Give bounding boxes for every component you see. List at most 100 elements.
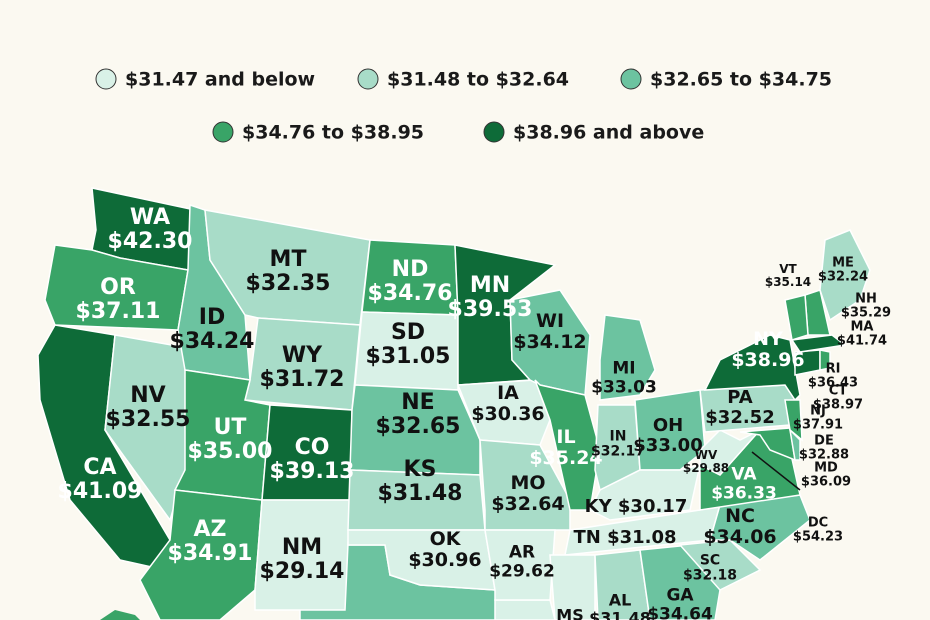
state-value: $35.14 <box>765 275 811 289</box>
state-abbr: UT <box>214 415 247 440</box>
state-value: $34.24 <box>170 329 255 354</box>
state-abbr: VA <box>731 465 757 485</box>
state-abbr: CA <box>83 455 116 480</box>
legend-label: $38.96 and above <box>513 122 704 144</box>
state-shape <box>678 539 762 591</box>
state-abbr: WV <box>695 448 718 462</box>
state-value: $32.18 <box>683 568 737 584</box>
state-value: $38.97 <box>813 398 863 413</box>
state-abbr: WI <box>536 310 564 332</box>
state-abbr: MI <box>612 359 635 379</box>
state-shape <box>479 439 571 531</box>
state-value: $31.05 <box>366 344 451 369</box>
state-abbr: ND <box>392 257 429 282</box>
state-abbr: AZ <box>194 517 227 542</box>
state-abbr: DE <box>814 433 834 448</box>
state-shape <box>784 399 803 442</box>
state-value: $32.52 <box>705 407 774 428</box>
state-abbr: NY <box>753 328 783 350</box>
state-shape <box>456 379 551 446</box>
legend-swatch <box>620 68 642 90</box>
state-shapes <box>37 187 871 620</box>
state-value: $30.17 <box>618 496 687 517</box>
state-value: $54.23 <box>793 530 843 545</box>
state-abbr: MN <box>470 273 510 298</box>
state-abbr: VT <box>779 262 797 276</box>
state-abbr: IN <box>610 428 627 444</box>
legend-swatch <box>483 121 505 143</box>
state-value: $31.72 <box>260 367 345 392</box>
state-label: TN $31.08 <box>573 527 676 548</box>
state-value: $31.48 <box>378 481 463 506</box>
state-value: $32.55 <box>106 407 191 432</box>
state-value: $42.30 <box>108 229 193 254</box>
state-value: $29.88 <box>683 461 729 475</box>
state-shape <box>788 427 801 461</box>
state-abbr: NH <box>855 291 877 306</box>
state-abbr: CT <box>829 383 848 398</box>
state-abbr: CO <box>295 435 330 460</box>
state-abbr: NM <box>282 535 322 560</box>
state-value: $35.29 <box>841 306 891 321</box>
state-abbr: AR <box>509 543 535 563</box>
state-shape <box>819 229 871 322</box>
state-shape <box>484 529 556 601</box>
state-abbr: NV <box>130 383 165 408</box>
labels: WA$42.30 OR$37.11 CA$41.09 NV$32.55 ID$34.24… <box>58 205 892 620</box>
state-value: $32.65 <box>376 414 461 439</box>
state-abbr: AL <box>609 591 632 610</box>
state-abbr: MA <box>851 319 874 334</box>
legend-label: $31.48 to $32.64 <box>387 69 569 91</box>
state-value: $36.43 <box>808 376 858 391</box>
state-shape <box>819 349 831 371</box>
state-shape <box>790 334 847 353</box>
state-value: $35.00 <box>188 439 273 464</box>
state-abbr: NE <box>401 390 434 415</box>
state-abbr: MO <box>510 472 545 494</box>
state-abbr: MT <box>270 247 307 272</box>
state-abbr: GA <box>666 586 694 606</box>
state-shape <box>634 389 706 471</box>
state-shape <box>588 463 701 521</box>
state-value: $41.09 <box>58 479 143 504</box>
legend-swatch <box>212 121 234 143</box>
state-abbr: KS <box>404 457 437 482</box>
state-abbr: ME <box>832 255 854 270</box>
state-shape <box>549 554 596 620</box>
state-value: $39.13 <box>270 459 355 484</box>
legend-label: $32.65 to $34.75 <box>650 69 832 91</box>
legend-label: $34.76 to $38.95 <box>242 122 424 144</box>
state-abbr: DC <box>808 515 828 530</box>
state-abbr: SD <box>391 320 425 345</box>
state-abbr: MD <box>814 460 838 475</box>
state-value: $29.14 <box>260 559 345 584</box>
state-abbr: WA <box>130 205 170 230</box>
state-value: $32.88 <box>799 448 849 463</box>
state-value: $36.33 <box>711 483 777 503</box>
state-abbr: IL <box>556 426 575 448</box>
state-abbr: KY <box>585 496 613 517</box>
state-label: KY $30.17 <box>585 496 688 517</box>
state-value: $33.00 <box>633 435 702 456</box>
state-abbr: WY <box>282 343 323 368</box>
state-value: $34.64 <box>647 604 713 620</box>
state-shape <box>244 317 361 411</box>
state-value: $30.96 <box>408 549 481 571</box>
state-value: $29.62 <box>489 561 555 581</box>
state-value: $34.76 <box>368 281 453 306</box>
state-value: $37.91 <box>793 418 843 433</box>
state-value: $41.74 <box>837 334 887 349</box>
legend-swatch <box>95 68 117 90</box>
legend-swatch <box>357 68 379 90</box>
state-abbr: SC <box>700 552 720 568</box>
state-shape <box>494 599 556 620</box>
state-shape <box>594 549 651 620</box>
state-abbr: NJ <box>810 403 826 418</box>
state-abbr: PA <box>727 387 753 408</box>
state-value: $37.11 <box>76 299 161 324</box>
state-value: $31.48 <box>589 608 651 620</box>
state-abbr: OR <box>100 275 136 300</box>
state-value: $38.96 <box>731 349 804 371</box>
